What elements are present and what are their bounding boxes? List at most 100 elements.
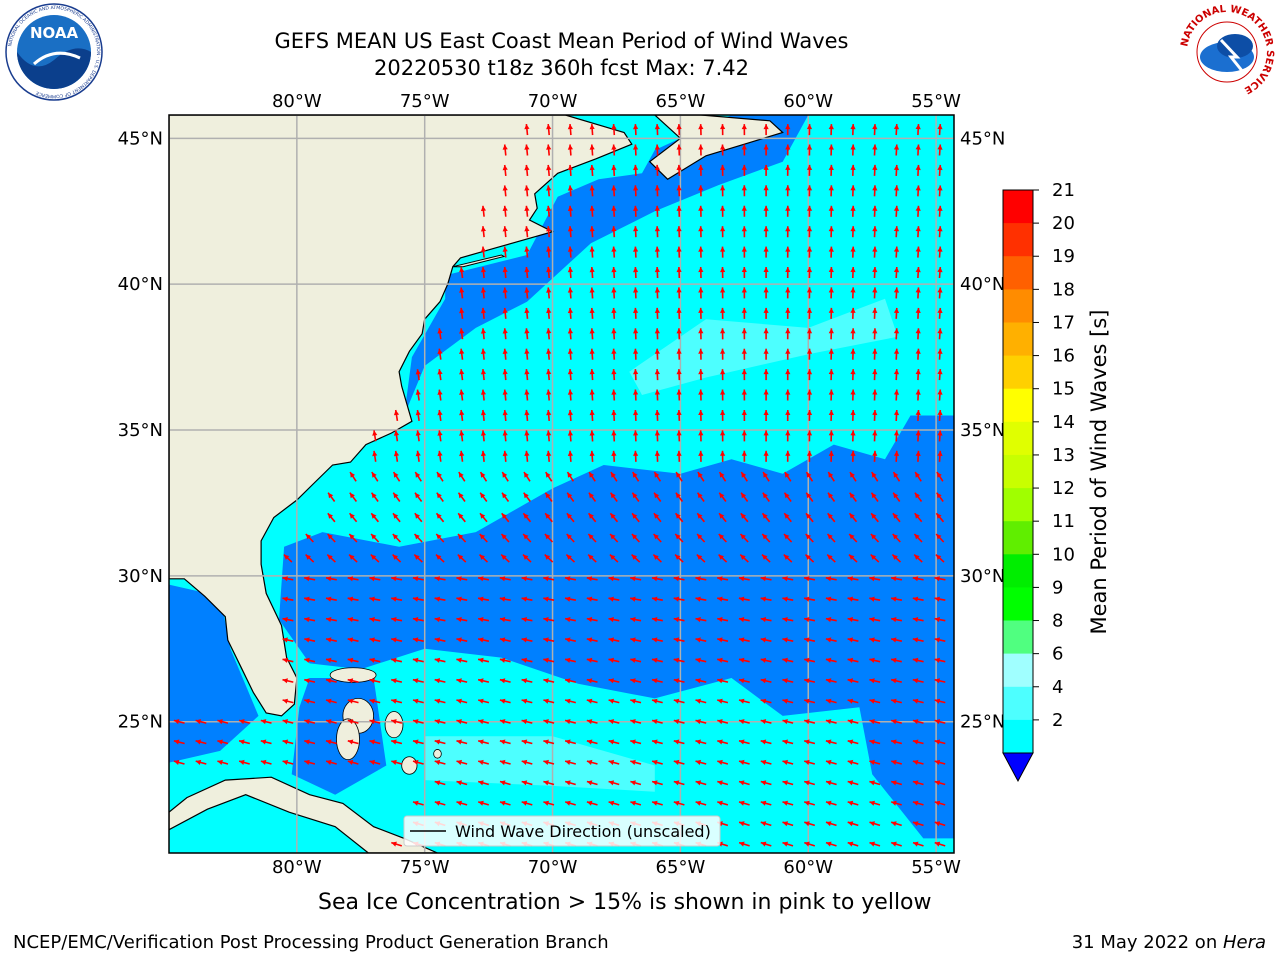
- wind-arrow-head: [720, 389, 726, 395]
- land-nova-scotia: [648, 115, 784, 180]
- wind-arrow-head: [565, 780, 571, 786]
- wind-arrow-head: [589, 267, 595, 273]
- wind-arrow-head: [673, 657, 680, 663]
- wind-arrow-head: [502, 287, 508, 293]
- wind-arrow-head: [611, 287, 617, 293]
- wind-arrow-head: [565, 800, 571, 806]
- wind-arrow-head: [785, 185, 791, 191]
- wind-arrow-head: [589, 307, 595, 313]
- wind-arrow-head: [784, 513, 790, 519]
- wind-arrow-head: [828, 267, 834, 273]
- wind-arrow-head: [825, 576, 832, 582]
- wind-arrow-head: [828, 389, 834, 395]
- wind-arrow-head: [545, 492, 551, 499]
- wind-arrow-head: [567, 307, 573, 314]
- wind-arrow-head: [934, 759, 941, 765]
- wind-arrow-head: [937, 205, 943, 211]
- wind-arrow-head: [456, 800, 462, 806]
- wind-arrow-head: [608, 617, 614, 623]
- wind-arrow-head: [915, 226, 921, 232]
- colorbar-segment: [1003, 488, 1033, 522]
- colorbar-segment: [1003, 421, 1033, 456]
- wind-arrow-head: [413, 759, 419, 765]
- wind-arrow-head: [611, 144, 617, 150]
- wind-arrow-head: [565, 739, 571, 745]
- wind-arrow-head: [521, 576, 527, 582]
- wind-arrow-head: [610, 472, 616, 478]
- wind-arrow-head: [589, 410, 595, 416]
- footer-left: NCEP/EMC/Verification Post Processing Pr…: [13, 932, 609, 953]
- wind-arrow-head: [739, 719, 745, 725]
- wind-arrow-head: [850, 185, 856, 191]
- wind-arrow-head: [740, 554, 746, 560]
- wind-arrow-head: [654, 287, 660, 293]
- wind-arrow-head: [847, 596, 853, 602]
- wind-arrow-head: [676, 410, 682, 415]
- wind-arrow-head: [633, 144, 639, 150]
- wind-arrow-head: [934, 821, 941, 827]
- wind-arrow-head: [371, 534, 377, 540]
- wind-arrow-head: [893, 450, 900, 456]
- wind-arrow-head: [478, 719, 484, 725]
- wind-arrow-head: [676, 144, 682, 150]
- wind-arrow-head: [828, 492, 834, 499]
- wind-arrow-head: [763, 307, 769, 313]
- wind-arrow-head: [697, 492, 703, 499]
- wind-arrow-head: [785, 226, 791, 232]
- lon-label-top: 65°W: [656, 91, 706, 112]
- wind-arrow-head: [501, 554, 507, 560]
- wind-arrow-head: [720, 205, 726, 211]
- wind-arrow-head: [891, 841, 897, 847]
- wind-arrow-head: [502, 307, 508, 314]
- wind-arrow-head: [393, 430, 400, 436]
- wind-arrow-head: [217, 719, 223, 725]
- wind-arrow-head: [760, 637, 767, 643]
- wind-arrow-head: [521, 698, 528, 704]
- wind-arrow-head: [763, 389, 769, 395]
- wind-arrow-head: [304, 596, 310, 602]
- wind-arrow-head: [763, 185, 769, 191]
- wind-arrow-head: [480, 246, 486, 252]
- wind-arrow-head: [412, 678, 419, 684]
- wind-arrow-head: [937, 430, 943, 436]
- wind-arrow-head: [828, 144, 834, 150]
- wind-arrow-head: [785, 246, 791, 252]
- colorbar-tick-label: 12: [1052, 478, 1075, 499]
- wind-arrow-head: [434, 596, 440, 602]
- wind-arrow-head: [347, 759, 354, 765]
- wind-arrow-head: [282, 698, 288, 704]
- wind-arrow-head: [654, 430, 660, 436]
- wind-arrow-head: [740, 534, 746, 540]
- wind-arrow-head: [654, 450, 660, 456]
- wind-arrow-head: [912, 576, 919, 582]
- wind-arrow-head: [282, 617, 288, 623]
- wind-arrow-head: [546, 410, 552, 416]
- wind-arrow-head: [217, 739, 223, 745]
- wind-arrow-head: [934, 637, 940, 643]
- wind-arrow-head: [872, 450, 878, 456]
- wind-arrow-head: [499, 657, 506, 663]
- wind-arrow-head: [720, 185, 726, 191]
- wind-arrow-head: [653, 513, 660, 519]
- wind-arrow-head: [437, 389, 443, 395]
- wind-arrow-head: [479, 534, 486, 540]
- lat-label-right: 35°N: [960, 420, 1005, 441]
- wind-arrow-head: [543, 617, 549, 623]
- band-6-8s-south: [424, 736, 655, 792]
- wind-arrow-head: [413, 698, 419, 704]
- wind-arrow-head: [893, 410, 900, 416]
- wind-arrow-head: [611, 124, 617, 130]
- wind-arrow-head: [673, 739, 680, 745]
- wind-arrow-head: [347, 617, 354, 623]
- wind-arrow-head: [478, 576, 484, 582]
- wind-arrow-head: [480, 328, 486, 334]
- wind-arrow-head: [458, 513, 464, 519]
- wind-arrow-head: [326, 657, 332, 663]
- colorbar-segment: [1003, 653, 1033, 688]
- wind-arrow-head: [369, 698, 375, 704]
- wind-arrow-head: [654, 328, 660, 334]
- wind-arrow-head: [763, 450, 769, 456]
- wind-arrow-head: [738, 637, 745, 643]
- wind-arrow-head: [698, 389, 704, 395]
